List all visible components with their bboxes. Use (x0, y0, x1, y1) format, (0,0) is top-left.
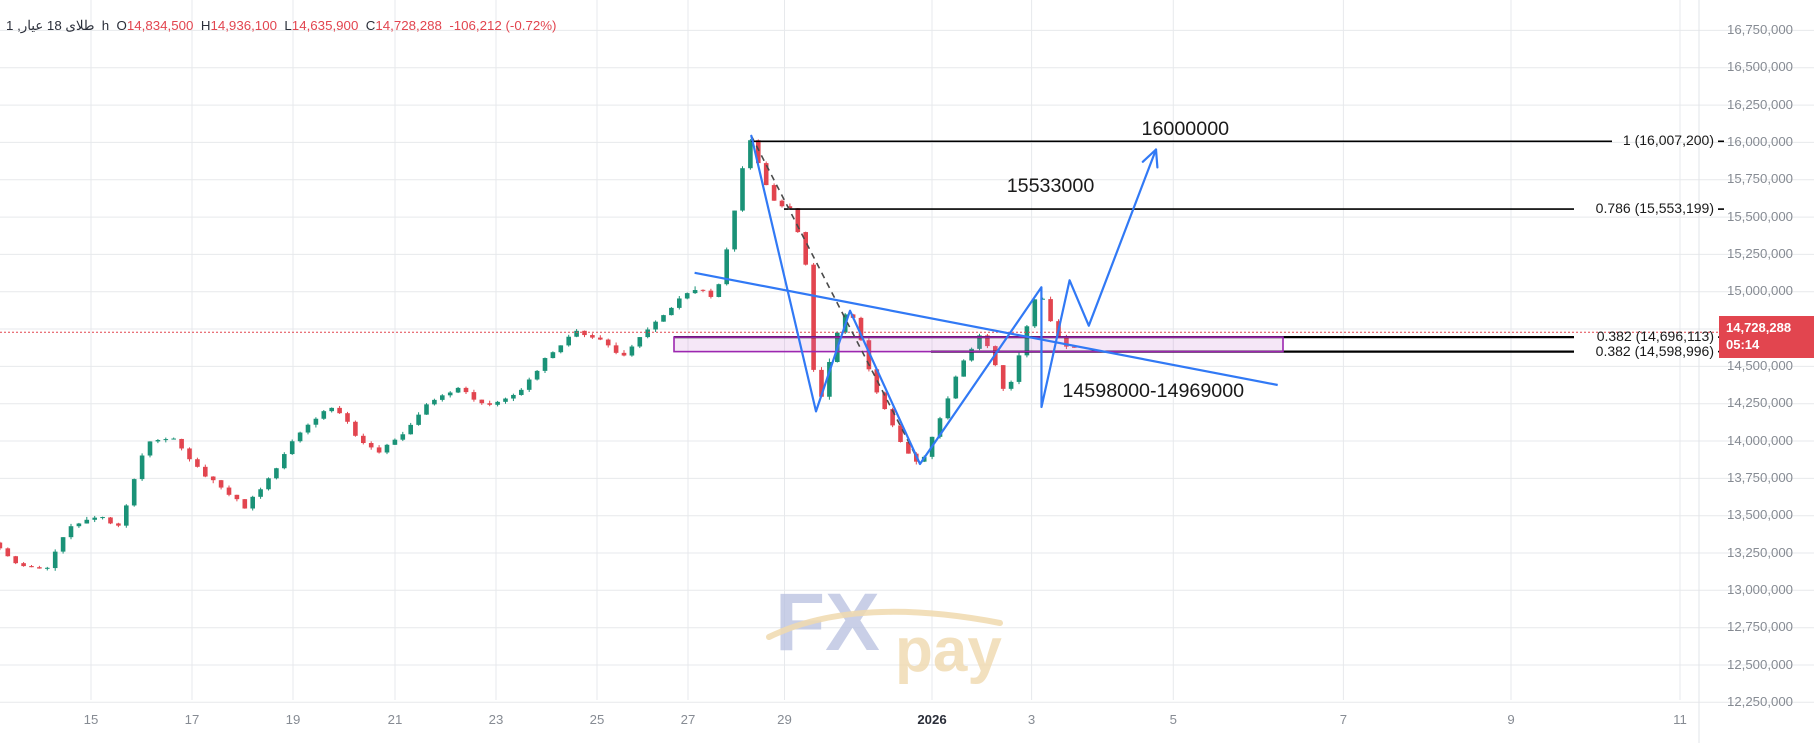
svg-text:pay: pay (895, 616, 1002, 685)
svg-text:FX: FX (775, 577, 880, 668)
